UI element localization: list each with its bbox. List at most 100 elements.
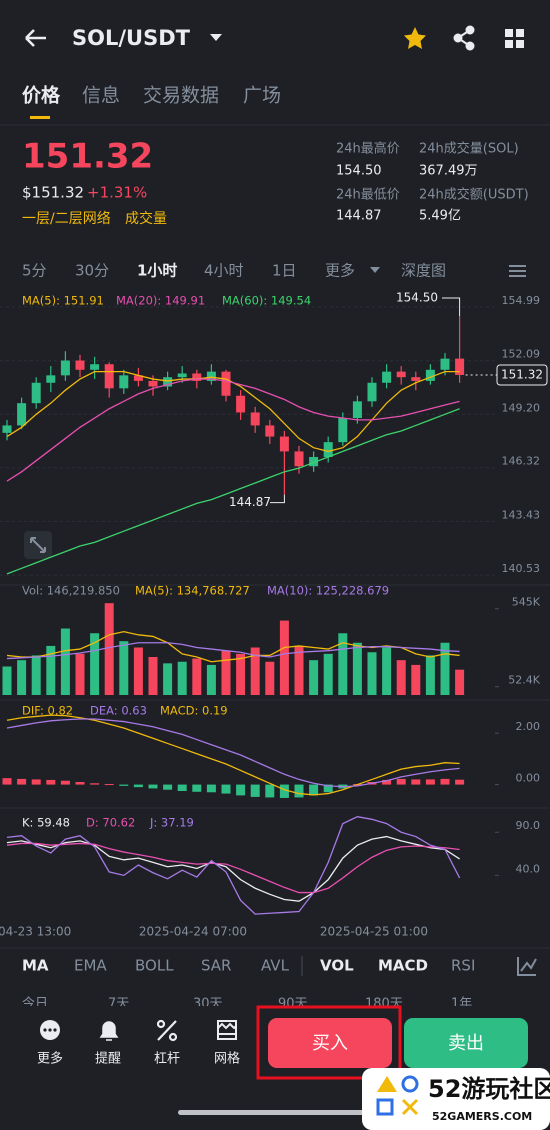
macd-bar	[265, 784, 275, 798]
tab-indicator	[30, 116, 50, 119]
indicator-tab[interactable]: MA	[22, 957, 49, 975]
more-caret[interactable]	[370, 267, 380, 273]
y-tick-label: 0.00	[516, 772, 541, 785]
tab[interactable]: 广场	[243, 85, 281, 107]
menu-grid-icon[interactable]	[505, 29, 524, 48]
y-tick-label: 152.09	[502, 348, 541, 361]
toolbar-label[interactable]: 提醒	[95, 1051, 121, 1067]
tag[interactable]: 成交量	[125, 210, 167, 227]
candle-body	[440, 358, 450, 370]
leverage-icon[interactable]	[156, 1019, 178, 1042]
indicator-tab[interactable]: VOL	[320, 957, 354, 975]
indicator-line	[6, 408, 460, 575]
candle-body	[177, 373, 187, 378]
buy-button[interactable]	[268, 1018, 392, 1068]
candle-body	[31, 382, 41, 404]
macd-bar	[250, 784, 260, 797]
macd-bar	[396, 778, 406, 785]
pair-dropdown[interactable]	[210, 34, 222, 41]
candle-body	[2, 425, 12, 433]
interval[interactable]: 1小时	[137, 262, 177, 280]
macd-bar	[206, 784, 216, 793]
y-tick-label: 40.0	[516, 862, 541, 875]
volume-bar	[192, 658, 202, 695]
buy-label[interactable]: 买入	[312, 1033, 348, 1054]
tab[interactable]: 价格	[22, 84, 61, 107]
interval[interactable]: 4小时	[204, 262, 244, 280]
volume-bar	[46, 645, 56, 695]
macd-bar	[75, 782, 85, 785]
toolbar-label[interactable]: 网格	[214, 1051, 240, 1067]
candle-body	[104, 364, 114, 389]
macd-bar	[119, 784, 129, 786]
indicator-settings-icon[interactable]	[517, 957, 537, 976]
back-button[interactable]	[25, 29, 46, 47]
alert-icon[interactable]	[99, 1021, 119, 1041]
volume-bar	[119, 641, 129, 695]
indicator-tab[interactable]: MACD	[378, 957, 428, 975]
macd-bar	[279, 784, 289, 798]
volume-bar	[90, 633, 100, 695]
toolbar-label[interactable]: 杠杆	[154, 1051, 180, 1067]
share-icon[interactable]	[453, 25, 475, 51]
macd-bar	[192, 784, 202, 792]
legend-label: MA(10): 125,228.679	[267, 584, 389, 598]
interval[interactable]: 1日	[272, 262, 297, 280]
volume-bar	[163, 663, 173, 695]
candle-body	[75, 360, 85, 370]
interval[interactable]: 深度图	[401, 262, 446, 280]
grid-icon[interactable]	[217, 1020, 237, 1040]
indicator-line	[6, 378, 460, 482]
indicator-tab[interactable]: RSI	[451, 957, 475, 975]
macd-bar	[104, 784, 114, 786]
volume-bar	[265, 661, 275, 695]
volume-bar	[396, 660, 406, 695]
indicator-tab[interactable]: SAR	[201, 957, 231, 975]
indicator-tab[interactable]: AVL	[261, 957, 290, 975]
candle-body	[352, 401, 362, 419]
sell-label[interactable]: 卖出	[448, 1033, 484, 1054]
macd-bar	[323, 784, 333, 793]
toolbar-label[interactable]: 更多	[37, 1051, 63, 1067]
tag[interactable]: 一层/二层网络	[22, 211, 111, 227]
expand-icon[interactable]	[24, 531, 52, 559]
tab[interactable]: 交易数据	[143, 85, 219, 107]
candle-body	[221, 371, 231, 396]
tab[interactable]: 信息	[82, 85, 120, 107]
x-tick-label: 04-23 13:00	[0, 925, 71, 939]
pair-title[interactable]: SOL/USDT	[72, 26, 191, 50]
candle-body	[338, 418, 348, 443]
favorite-star[interactable]	[404, 27, 426, 49]
indicator-tab[interactable]: EMA	[74, 957, 107, 975]
volume-bar	[60, 628, 70, 695]
interval[interactable]: 更多	[325, 262, 355, 280]
chart-settings-icon[interactable]	[509, 265, 526, 277]
sell-button[interactable]	[404, 1018, 528, 1068]
volume-bar	[133, 647, 143, 695]
volume-bar	[177, 661, 187, 695]
y-tick-label: 146.32	[502, 455, 541, 468]
interval[interactable]: 5分	[22, 262, 47, 280]
candle-body	[236, 395, 246, 413]
indicator-tab[interactable]: BOLL	[135, 957, 174, 975]
candle-body	[367, 382, 377, 402]
legend-label: J: 37.19	[149, 816, 194, 830]
price-change: +1.31%	[87, 184, 147, 202]
macd-bar	[17, 778, 27, 785]
volume-bar	[75, 653, 85, 695]
interval[interactable]: 30分	[75, 262, 109, 280]
volume-bar	[455, 669, 465, 695]
more-icon[interactable]	[40, 1020, 60, 1040]
macd-bar	[31, 779, 41, 785]
stat-value: 154.50	[336, 164, 382, 179]
candle-body	[265, 425, 275, 437]
macd-bar	[440, 778, 450, 785]
volume-bar	[250, 647, 260, 695]
candle-body	[133, 375, 143, 381]
candle-body	[323, 442, 333, 457]
volume-bar	[382, 647, 392, 695]
macd-bar	[148, 784, 158, 789]
indicator-line	[6, 718, 460, 788]
stat-label: 24h最低价	[336, 188, 400, 203]
